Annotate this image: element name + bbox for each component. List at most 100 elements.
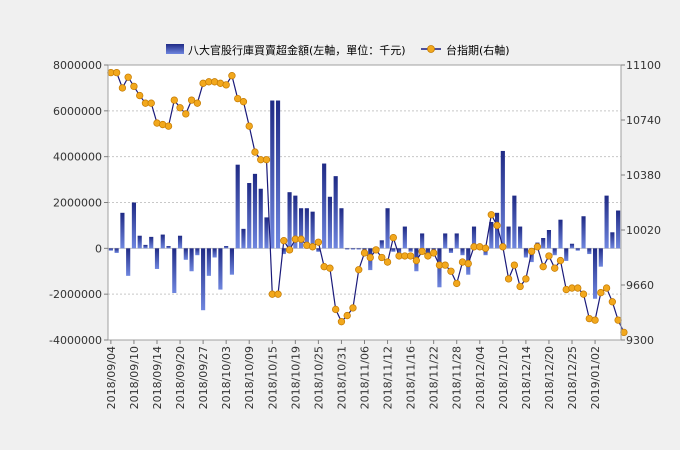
line-point — [274, 290, 282, 298]
line-point — [280, 237, 288, 245]
line-point — [355, 266, 363, 274]
line-point — [262, 156, 271, 164]
bar — [339, 208, 344, 249]
x-tick-label: 2018/09/10 — [128, 346, 141, 409]
bar — [494, 212, 500, 249]
left-tick-label: 4000000 — [53, 151, 102, 164]
line-point — [516, 282, 524, 291]
line-point — [545, 252, 553, 260]
bar — [500, 150, 505, 249]
line-point — [308, 243, 317, 251]
bar — [108, 248, 113, 251]
line-point — [130, 82, 138, 91]
bar — [235, 164, 240, 249]
line-point — [597, 288, 605, 297]
legend-bar-swatch — [166, 44, 184, 54]
line-point — [430, 249, 438, 257]
bar — [592, 248, 598, 299]
bar — [160, 234, 165, 249]
bar — [316, 248, 321, 252]
bar — [454, 233, 459, 249]
line-point — [522, 275, 530, 283]
bar — [172, 248, 177, 294]
bar — [229, 248, 235, 275]
line-point — [332, 305, 340, 314]
bar — [327, 196, 332, 249]
bar — [137, 235, 142, 249]
bar — [443, 233, 448, 249]
x-tick-label: 2018/11/22 — [428, 346, 441, 409]
line-point — [337, 318, 346, 326]
bar — [564, 248, 569, 261]
bar — [247, 183, 252, 249]
bar — [581, 216, 586, 249]
bar — [569, 243, 575, 249]
bar — [131, 202, 137, 249]
bar — [322, 163, 327, 249]
bar — [304, 208, 309, 249]
line-point — [406, 252, 415, 260]
line-series — [107, 68, 628, 337]
line-point — [147, 99, 155, 107]
line-point — [193, 99, 201, 107]
line-point — [441, 261, 449, 269]
bar — [264, 217, 269, 249]
bar — [391, 248, 396, 252]
line-point — [285, 246, 294, 254]
bar — [460, 248, 465, 256]
line-point — [314, 238, 323, 246]
x-tick-label: 2019/01/02 — [589, 346, 602, 409]
bar — [408, 248, 413, 252]
bar — [616, 210, 621, 249]
legend-bar-label: 八大官股行庫買賣超金額(左軸，單位：千元) — [188, 43, 406, 57]
bar — [598, 248, 603, 267]
line-point — [579, 290, 588, 298]
bar — [546, 230, 552, 249]
x-tick-label: 2018/10/03 — [220, 346, 233, 409]
bar — [189, 248, 194, 272]
legend: 八大官股行庫買賣超金額(左軸，單位：千元) 台指期(右軸) — [166, 43, 510, 57]
bar — [166, 246, 171, 249]
bar — [356, 248, 361, 250]
right-tick-label: 10020 — [626, 224, 661, 237]
bar — [154, 248, 160, 269]
line-point — [487, 211, 495, 219]
bar — [241, 228, 246, 249]
bar — [218, 248, 223, 290]
x-tick-label: 2018/12/25 — [566, 346, 579, 409]
bar — [120, 212, 125, 249]
line-point — [481, 244, 490, 252]
bar — [270, 100, 275, 249]
bar — [212, 248, 217, 258]
right-tick-label: 11100 — [626, 59, 661, 72]
bar — [293, 195, 298, 249]
line-point — [591, 316, 599, 324]
bar — [281, 248, 286, 255]
left-tick-label: 8000000 — [53, 59, 102, 72]
bar — [379, 240, 384, 249]
bar — [275, 100, 281, 249]
bar — [610, 232, 615, 249]
bar — [558, 219, 563, 249]
x-tick-label: 2018/10/25 — [312, 346, 325, 409]
bar — [523, 248, 528, 258]
left-tick-label: -2000000 — [49, 288, 102, 301]
right-tick-label: 10380 — [626, 169, 661, 182]
bar — [489, 221, 494, 249]
left-axis: -4000000 -2000000 0 2000000 4000000 6000000 80… — [49, 59, 108, 347]
x-tick-label: 2018/09/14 — [151, 346, 164, 409]
bar — [224, 246, 229, 249]
line-point — [343, 311, 351, 320]
line-point — [602, 284, 611, 292]
bar — [604, 195, 609, 249]
line-point — [418, 247, 426, 256]
line-point — [551, 264, 559, 272]
x-tick-label: 2018/12/10 — [497, 346, 510, 409]
x-tick-label: 2018/12/04 — [474, 346, 487, 409]
x-tick-label: 2018/12/14 — [520, 346, 533, 409]
bar — [201, 248, 206, 311]
line-point — [574, 284, 582, 292]
line-point — [412, 256, 421, 265]
bar — [333, 176, 338, 249]
